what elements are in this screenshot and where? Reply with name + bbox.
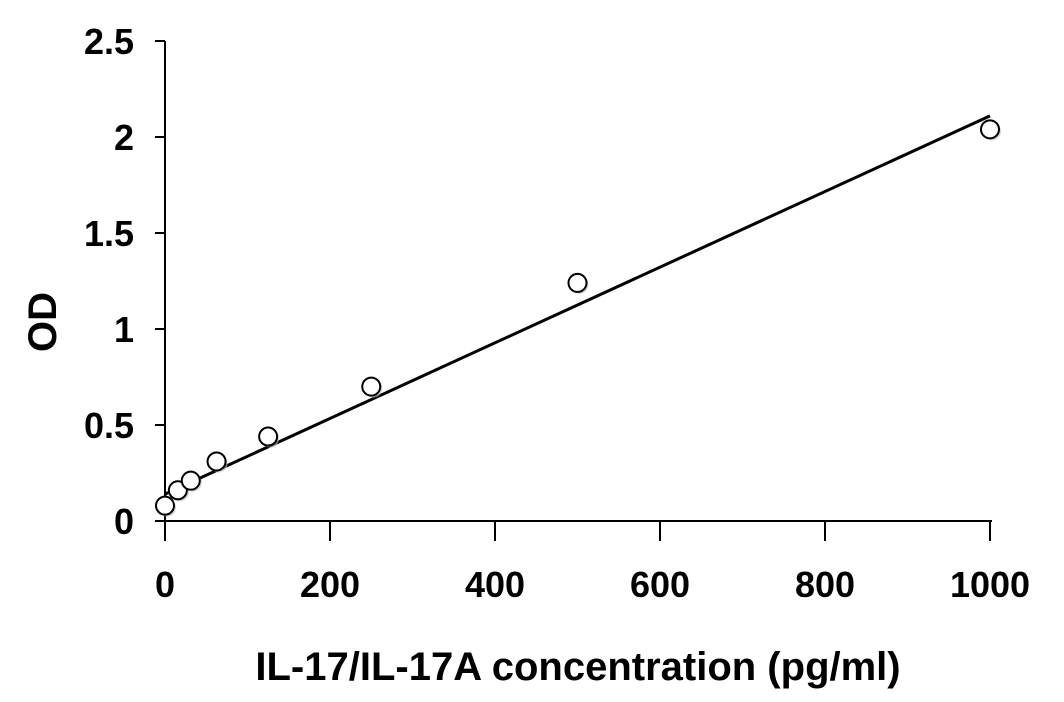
x-axis-title: IL-17/IL-17A concentration (pg/ml) xyxy=(255,645,900,689)
data-points-group xyxy=(155,119,1001,517)
x-axis: 0 200 400 600 800 1000 xyxy=(155,520,1030,605)
data-point xyxy=(258,426,279,447)
data-point xyxy=(180,470,201,491)
data-point xyxy=(980,119,1000,140)
trendline-group xyxy=(164,114,991,496)
linear-trendline xyxy=(164,114,991,496)
y-axis-title: OD xyxy=(21,292,65,352)
y-tick-label: 2.5 xyxy=(84,21,134,62)
x-tick-label: 800 xyxy=(795,564,855,605)
x-tick-label: 600 xyxy=(630,564,690,605)
y-tick-label: 0.5 xyxy=(84,405,134,446)
data-point xyxy=(567,272,588,293)
y-tick-label: 1.5 xyxy=(84,213,134,254)
y-axis: 0 0.5 1 1.5 2 2.5 xyxy=(84,21,166,542)
y-tick-label: 2 xyxy=(114,117,134,158)
x-tick-label: 0 xyxy=(155,564,175,605)
data-point xyxy=(155,495,175,516)
data-point xyxy=(206,451,227,472)
x-tick-label: 1000 xyxy=(950,564,1030,605)
y-tick-label: 1 xyxy=(114,309,134,350)
data-point xyxy=(361,376,382,397)
x-tick-label: 200 xyxy=(300,564,360,605)
x-tick-label: 400 xyxy=(465,564,525,605)
y-tick-label: 0 xyxy=(114,501,134,542)
